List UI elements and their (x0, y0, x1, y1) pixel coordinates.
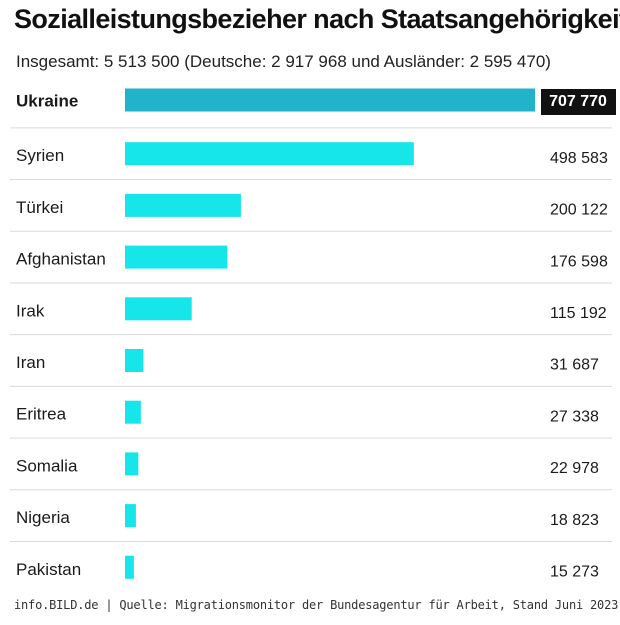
bar (125, 88, 535, 112)
source-footer: info.BILD.de | Quelle: Migrationsmonitor… (14, 598, 619, 612)
value-label: 15 273 (550, 564, 599, 581)
category-label: Somalia (16, 456, 78, 475)
category-label: Irak (16, 301, 45, 320)
bar (125, 400, 141, 424)
value-label: 27 338 (550, 408, 599, 425)
category-label: Syrien (16, 146, 64, 165)
category-label: Eritrea (16, 405, 67, 424)
bar (125, 555, 134, 579)
bar (125, 245, 228, 269)
category-label: Afghanistan (16, 250, 106, 269)
bar (125, 142, 414, 166)
category-label: Iran (16, 353, 45, 372)
bar (125, 297, 192, 321)
bar (125, 452, 139, 476)
value-label: 18 823 (550, 512, 599, 529)
value-label: 200 122 (550, 202, 608, 219)
bar (125, 193, 241, 217)
value-label: 498 583 (550, 150, 608, 167)
bar-chart: Ukraine 707 770 Syrien 498 583 Türkei 200 122… (10, 88, 616, 581)
value-label: 31 687 (550, 357, 599, 374)
value-label: 176 598 (550, 253, 608, 270)
bar (125, 349, 144, 372)
value-label: 115 192 (550, 305, 607, 322)
category-label: Nigeria (16, 508, 70, 527)
category-label: Pakistan (16, 560, 81, 579)
value-label-box (541, 89, 616, 115)
value-label: 22 978 (550, 460, 599, 477)
category-label: Ukraine (16, 91, 78, 110)
category-label: Türkei (16, 198, 63, 217)
value-label: 707 770 (549, 93, 607, 110)
bar (125, 504, 136, 528)
chart-subtitle: Insgesamt: 5 513 500 (Deutsche: 2 917 96… (16, 52, 551, 71)
chart-title: Sozialleistungsbezieher nach Staatsangeh… (14, 4, 620, 34)
